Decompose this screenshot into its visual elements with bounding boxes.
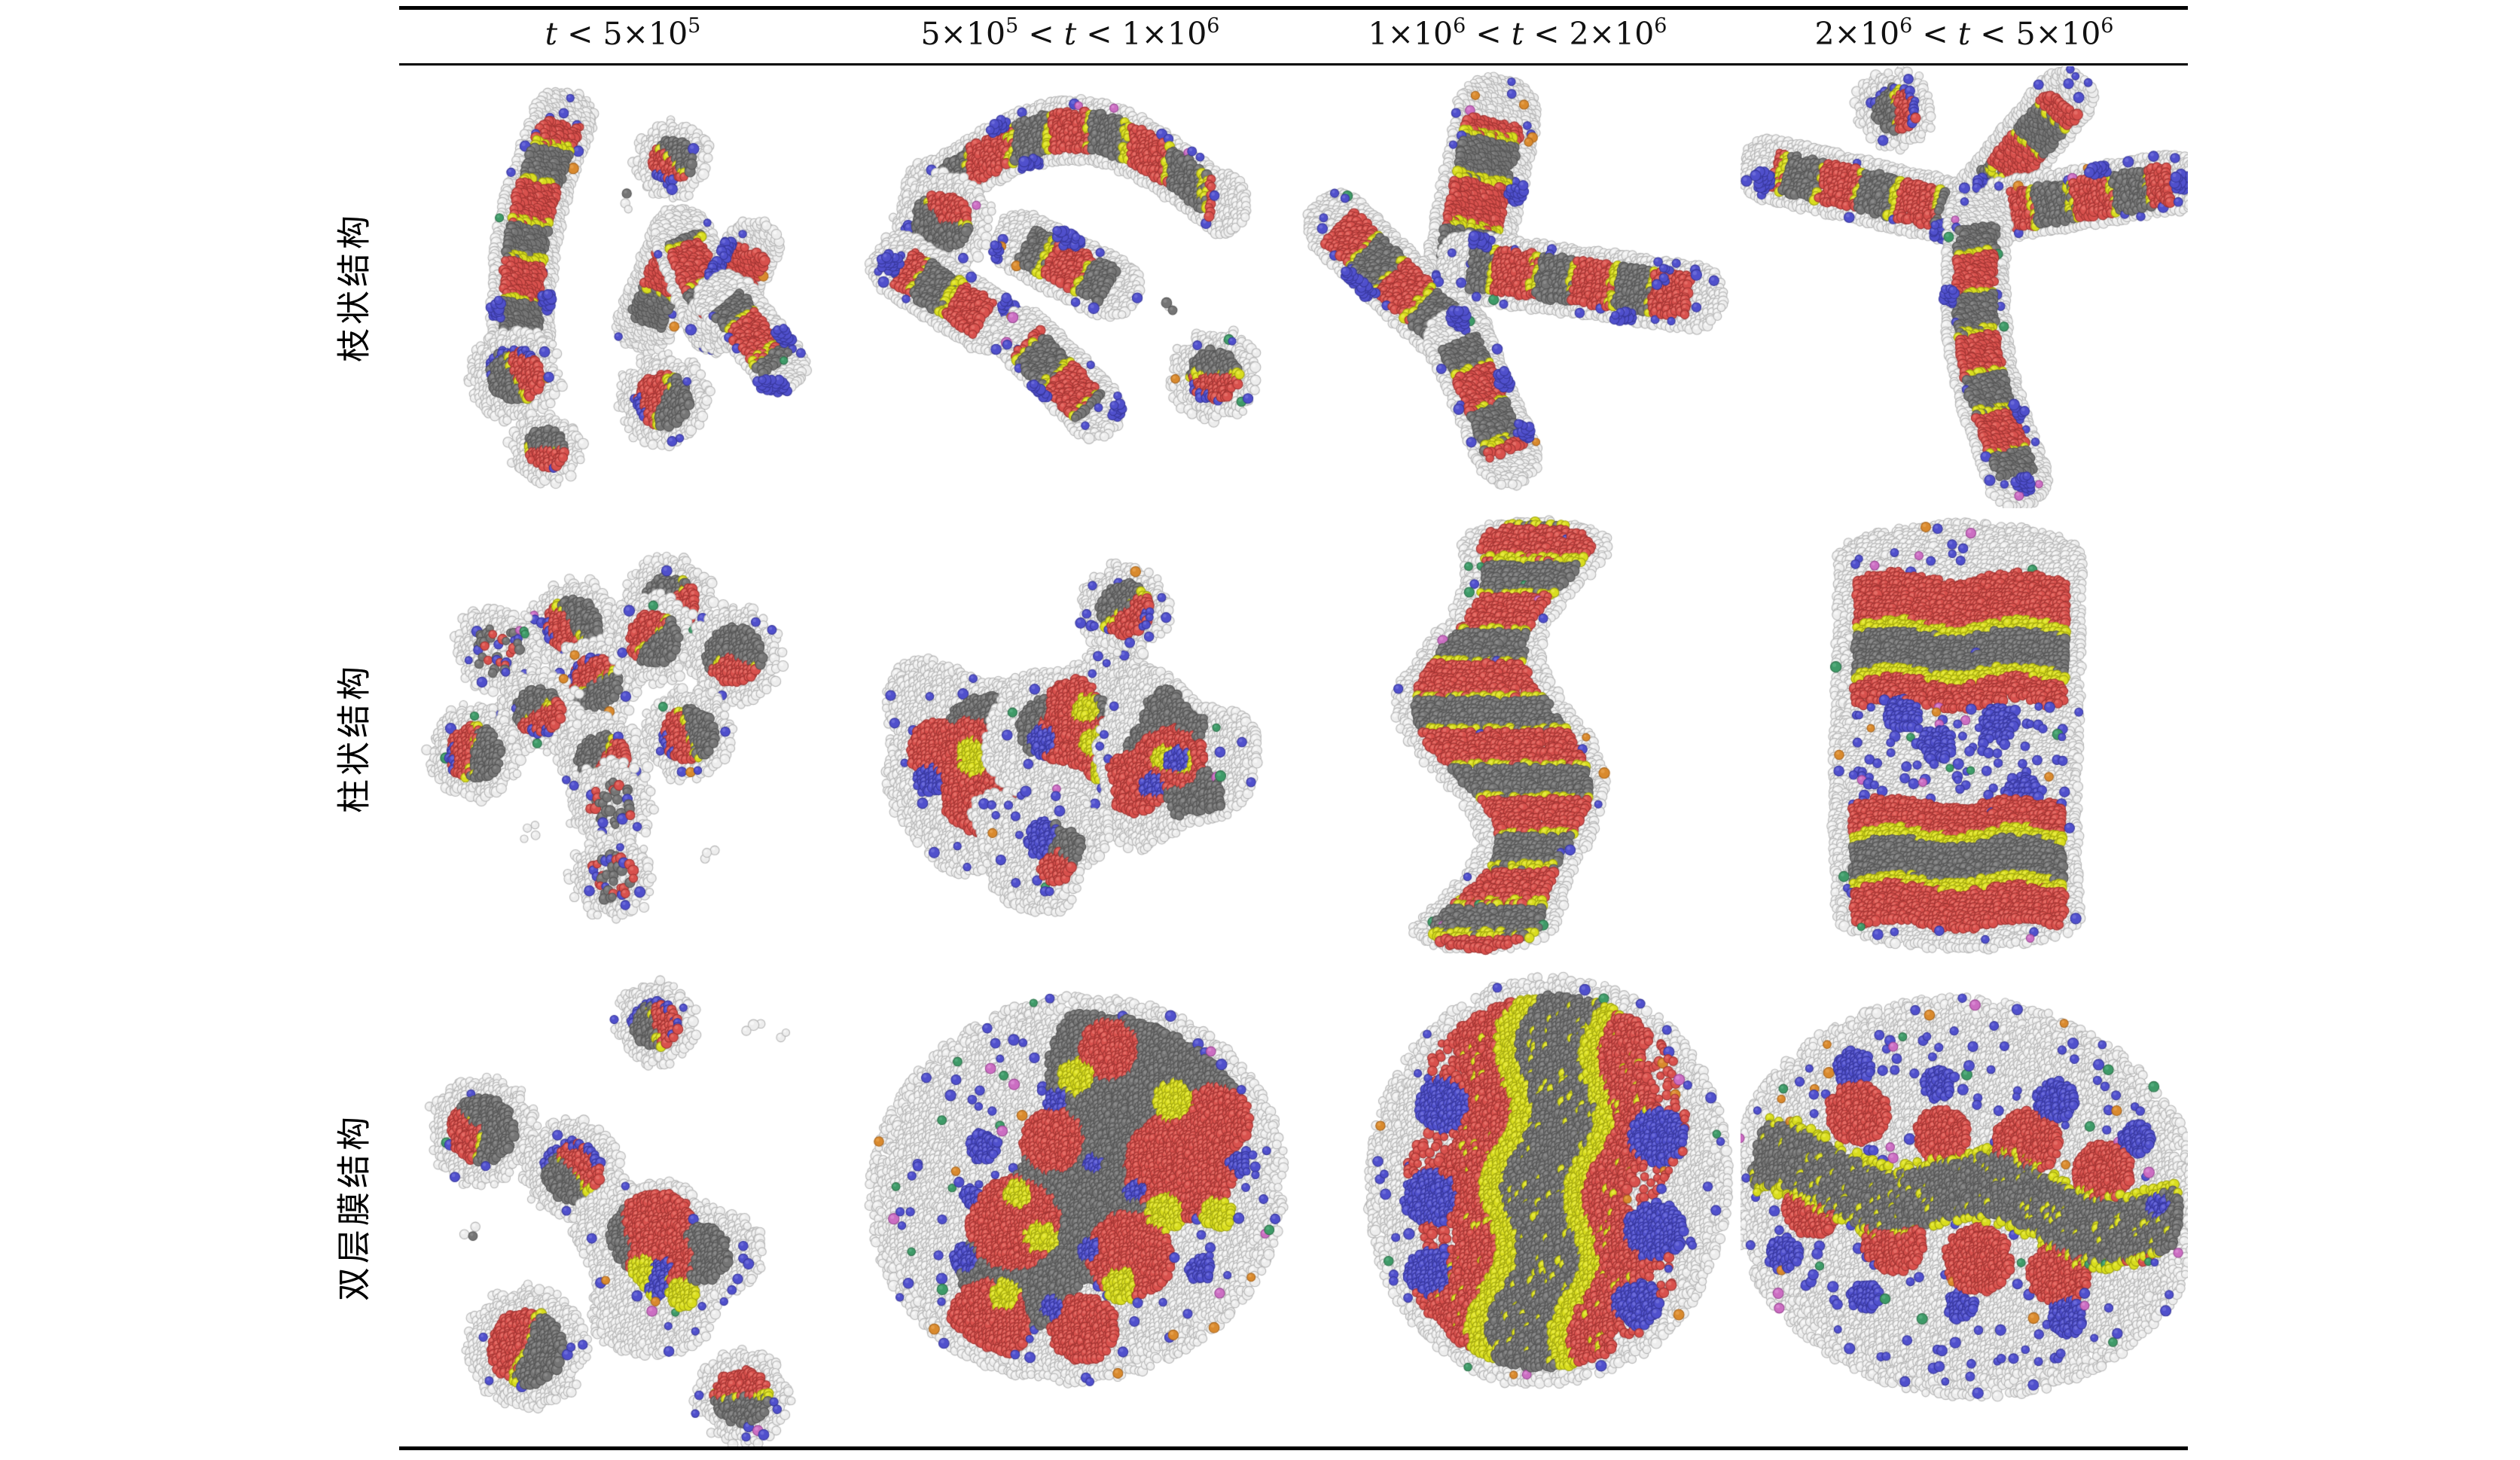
row-label-bilayer: 双层膜结构	[334, 1112, 374, 1302]
snapshot-branched-t1	[399, 66, 847, 508]
table-top-rule	[399, 6, 2188, 10]
table-bottom-rule	[399, 1446, 2188, 1450]
snapshot-branched-t4	[1741, 66, 2188, 508]
snapshot-branched-t2	[847, 66, 1294, 508]
row-label-branched: 枝状结构	[334, 211, 374, 363]
snapshot-columnar-t4	[1741, 508, 2188, 968]
snapshot-columnar-t1	[399, 508, 847, 968]
snapshot-columnar-t3	[1294, 508, 1741, 968]
col-header-1: t < 5×105	[545, 14, 701, 52]
snapshot-bilayer-t2	[847, 968, 1294, 1447]
col-header-4: 2×106 < t < 5×106	[1814, 14, 2114, 52]
snapshot-bilayer-t4	[1741, 968, 2188, 1447]
col-header-2: 5×105 < t < 1×106	[920, 14, 1220, 52]
col-header-3: 1×106 < t < 2×106	[1368, 14, 1667, 52]
snapshot-columnar-t2	[847, 508, 1294, 968]
snapshot-bilayer-t3	[1294, 968, 1741, 1447]
snapshot-bilayer-t1	[399, 968, 847, 1447]
row-label-columnar: 柱状结构	[334, 662, 374, 814]
snapshot-branched-t3	[1294, 66, 1741, 508]
table-header-rule	[399, 63, 2188, 66]
